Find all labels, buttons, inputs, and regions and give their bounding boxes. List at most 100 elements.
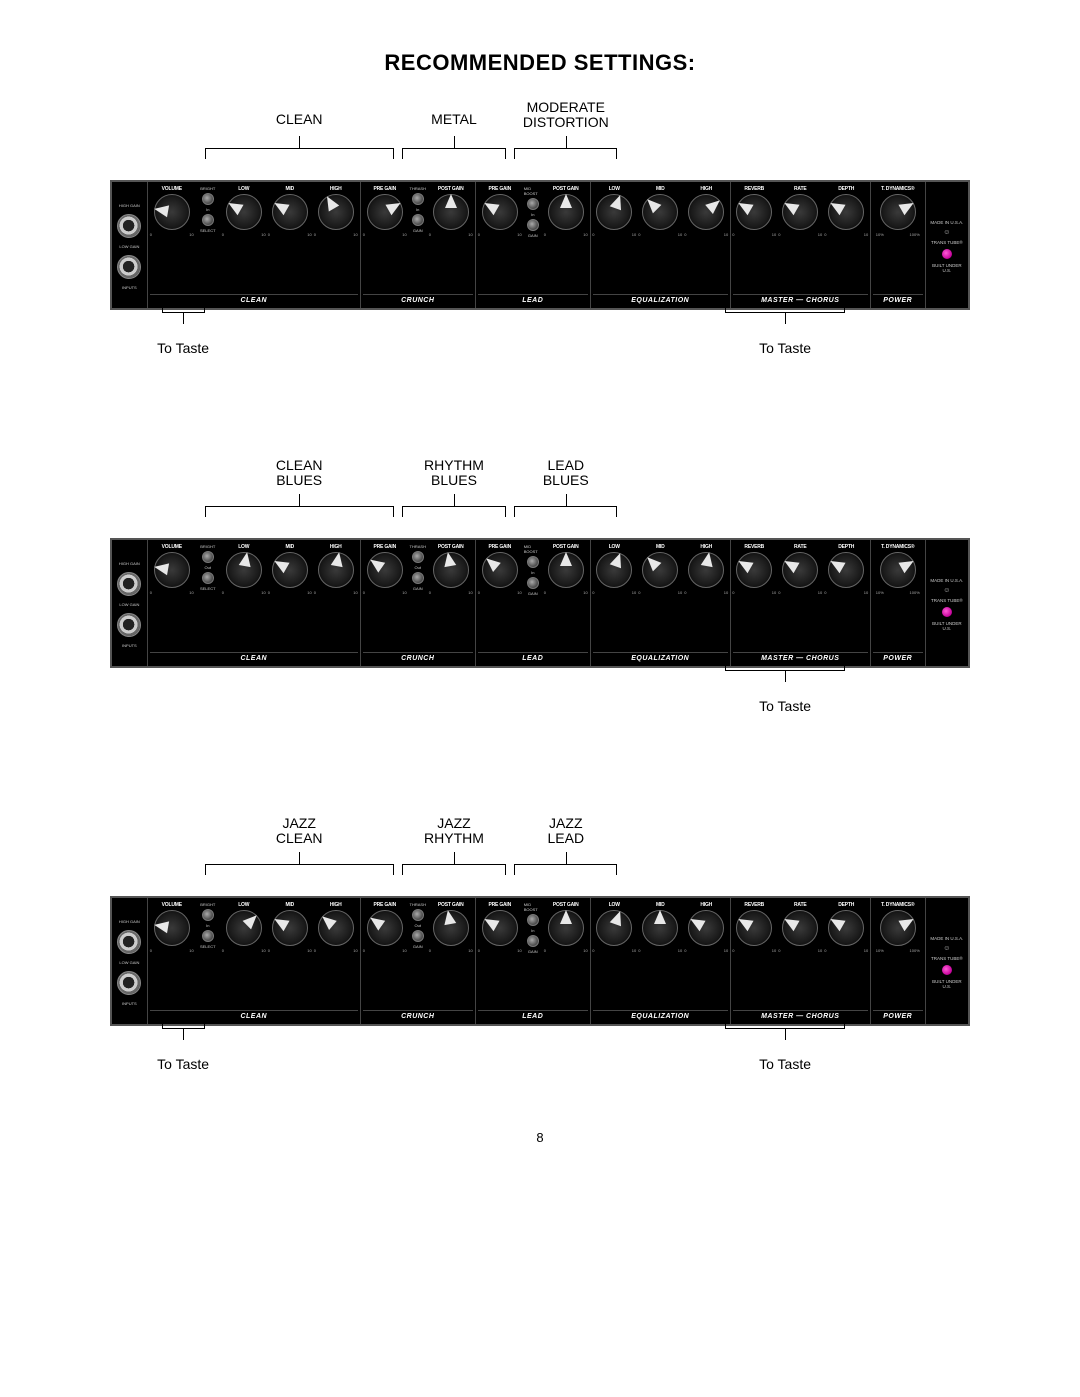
crunch-postgain-knob[interactable] [433,194,469,230]
depth-knob[interactable] [828,194,864,230]
clean-low-knob[interactable] [226,194,262,230]
lead-pregain-label: PRE GAIN [488,186,511,192]
volume-knob[interactable] [154,910,190,946]
preset-1-panel: HIGH GAIN LOW GAIN INPUTS VOLUME 010 BRI… [110,180,970,310]
lead-pregain-knob[interactable] [482,552,518,588]
lead-gain-button[interactable] [527,219,539,231]
clean-section-name: CLEAN [150,294,358,306]
eq-mid-knob[interactable] [642,552,678,588]
tdynamics-knob[interactable] [880,552,916,588]
logo-section: MADE IN U.S.A.☺TRANS TUBE®BUILT UNDER U.… [926,898,968,1024]
made-label: MADE IN U.S.A. [930,220,963,225]
bracket-jazz-clean: JAZZCLEAN [205,852,394,878]
rate-knob[interactable] [782,910,818,946]
reverb-knob[interactable] [736,910,772,946]
preset-3-top-callouts: JAZZCLEAN JAZZRHYTHM JAZZLEAD [110,852,970,896]
lead-postgain-knob[interactable] [548,194,584,230]
clean-low-knob[interactable] [226,910,262,946]
low-gain-jack[interactable] [117,255,141,279]
crunch-section-name: CRUNCH [363,294,473,306]
eq-high-knob[interactable] [688,194,724,230]
crunch-postgain-knob[interactable] [433,552,469,588]
clean-low-knob[interactable] [226,552,262,588]
bracket-jazz-rhythm: JAZZRHYTHM [402,852,505,878]
preset-3-bot-callouts: To Taste To Taste [110,1026,970,1070]
depth-label: DEPTH [838,186,854,192]
power-section: T. DYNAMICS®10%100% POWER [871,898,926,1024]
crunch-gain-button[interactable] [412,214,424,226]
eq-mid-knob[interactable] [642,910,678,946]
thrash-button[interactable] [412,551,424,563]
crunch-section: PRE GAIN 010 THRASHIn GAIN POST GAIN 010… [361,182,476,308]
clean-high-knob[interactable] [318,552,354,588]
reverb-knob[interactable] [736,194,772,230]
eq-high-knob[interactable] [688,910,724,946]
high-gain-jack[interactable] [117,572,141,596]
clean-mid-knob[interactable] [272,910,308,946]
lead-pregain-knob[interactable] [482,910,518,946]
midboost-button[interactable] [527,198,539,210]
eq-section: LOW 010 MID 010 HIGH 010 EQUALIZATION [591,182,731,308]
select-button[interactable] [202,930,214,942]
midboost-button[interactable] [527,556,539,568]
preset-3: JAZZCLEAN JAZZRHYTHM JAZZLEAD HIGH GAIN … [110,822,970,1100]
power-section-name: POWER [873,294,923,306]
high-gain-jack[interactable] [117,214,141,238]
clean-high-knob[interactable] [318,910,354,946]
depth-knob[interactable] [828,910,864,946]
crunch-pregain-knob[interactable] [367,552,403,588]
eq-section: LOW010 MID010 HIGH010 EQUALIZATION [591,898,731,1024]
select-button[interactable] [202,572,214,584]
amp-panel: HIGH GAIN LOW GAIN INPUTS VOLUME010 BRIG… [110,538,970,668]
eq-low-label: LOW [609,186,620,192]
volume-knob[interactable] [154,552,190,588]
eq-mid-knob[interactable] [642,194,678,230]
thrash-button[interactable] [412,193,424,205]
lead-gain-button[interactable] [527,935,539,947]
logo-section: MADE IN U.S.A. ☺ TRANS TUBE® BUILT UNDER… [926,182,968,308]
eq-low-knob[interactable] [596,910,632,946]
crunch-postgain-knob[interactable] [433,910,469,946]
high-gain-jack[interactable] [117,930,141,954]
preset-2-panel: HIGH GAIN LOW GAIN INPUTS VOLUME010 BRIG… [110,538,970,668]
crunch-gain-button[interactable] [412,930,424,942]
depth-knob[interactable] [828,552,864,588]
power-led-icon [942,607,952,617]
preset-1-top-callouts: CLEAN METAL MODERATEDISTORTION [110,136,970,180]
rate-knob[interactable] [782,552,818,588]
preset-2-top-callouts: CLEANBLUES RHYTHMBLUES LEADBLUES [110,494,970,538]
crunch-pregain-knob[interactable] [367,194,403,230]
bracket-totaste-left: To Taste [162,1026,205,1052]
clean-mid-knob[interactable] [272,552,308,588]
bracket-totaste-right: To Taste [725,310,845,336]
lead-postgain-knob[interactable] [548,910,584,946]
clean-section: VOLUME010 BRIGHTInSELECT LOW010 MID010 H… [148,898,361,1024]
lead-gain-button[interactable] [527,577,539,589]
crunch-postgain-label: POST GAIN [438,186,464,192]
bright-button[interactable] [202,193,214,205]
low-gain-jack[interactable] [117,613,141,637]
bright-button[interactable] [202,909,214,921]
volume-knob[interactable] [154,194,190,230]
reverb-knob[interactable] [736,552,772,588]
tdynamics-knob[interactable] [880,194,916,230]
thrash-button[interactable] [412,909,424,921]
eq-low-knob[interactable] [596,194,632,230]
lead-postgain-knob[interactable] [548,552,584,588]
bracket-totaste: To Taste [725,668,845,694]
lead-pregain-knob[interactable] [482,194,518,230]
select-button[interactable] [202,214,214,226]
eq-high-knob[interactable] [688,552,724,588]
eq-low-knob[interactable] [596,552,632,588]
crunch-pregain-knob[interactable] [367,910,403,946]
rate-knob[interactable] [782,194,818,230]
midboost-button[interactable] [527,914,539,926]
tdynamics-knob[interactable] [880,910,916,946]
clean-mid-knob[interactable] [272,194,308,230]
preset-3-panel: HIGH GAIN LOW GAIN INPUTS VOLUME010 BRIG… [110,896,970,1026]
bright-button[interactable] [202,551,214,563]
preset-2-bot-callouts: To Taste [110,668,970,712]
clean-high-knob[interactable] [318,194,354,230]
crunch-gain-button[interactable] [412,572,424,584]
low-gain-jack[interactable] [117,971,141,995]
